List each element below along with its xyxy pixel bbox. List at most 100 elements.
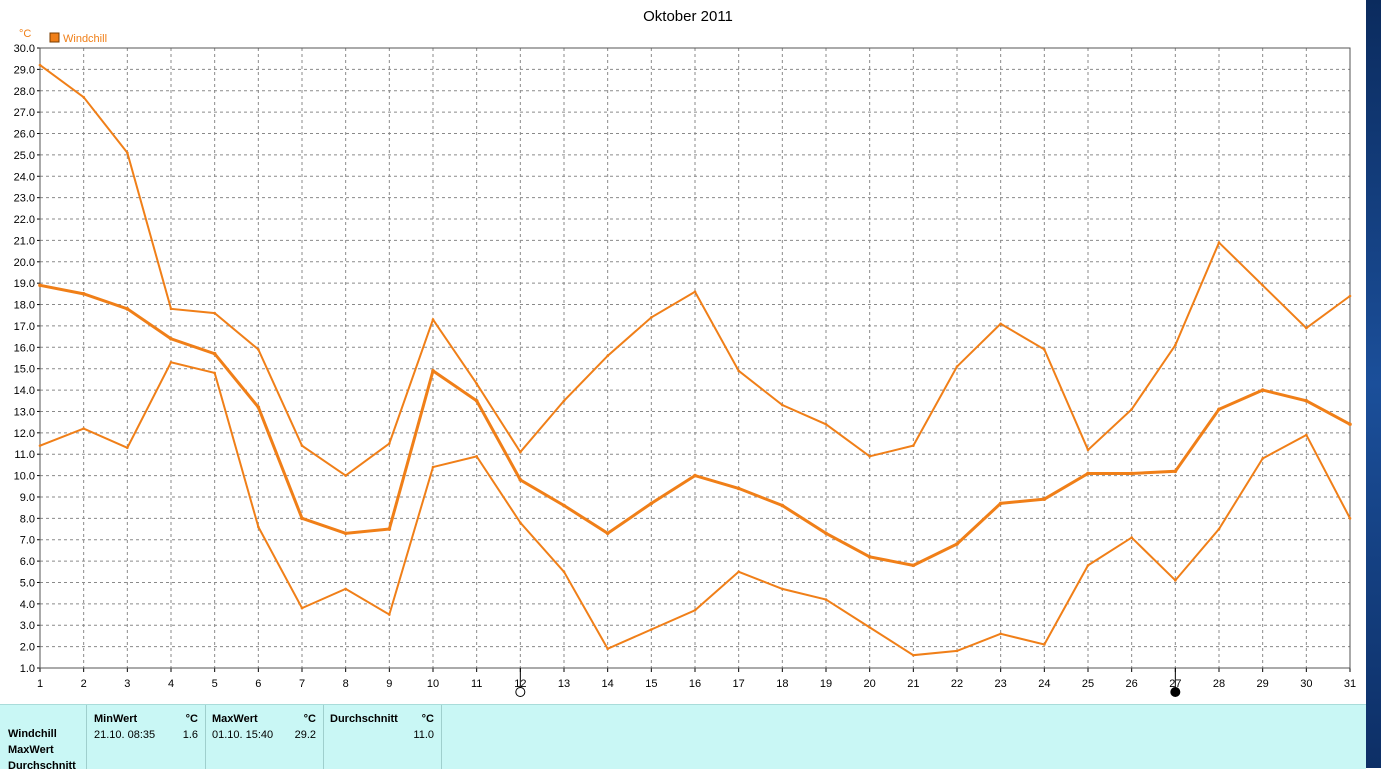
stats-panel: Windchill MaxWert Durchschnitt MinWert °… [0, 704, 1366, 772]
y-tick-label: 3.0 [20, 620, 35, 632]
x-tick-label: 30 [1300, 678, 1312, 690]
data-point-min [1305, 433, 1308, 437]
x-tick-label: 19 [820, 678, 832, 690]
data-point-min [1261, 457, 1264, 460]
stats-max-column: MaxWert °C 01.10. 15:40 29.2 [205, 705, 324, 769]
y-tick-label: 28.0 [14, 86, 35, 98]
data-point-avg [1260, 388, 1265, 392]
data-point-avg [1304, 398, 1309, 403]
y-tick-label: 4.0 [20, 599, 35, 611]
y-axis-unit: °C [19, 28, 31, 40]
data-point-min [126, 446, 129, 450]
data-point-min [1348, 517, 1352, 520]
y-tick-label: 8.0 [20, 513, 35, 525]
data-point-max [1043, 348, 1046, 351]
x-tick-label: 1 [37, 678, 43, 690]
data-point-max [650, 316, 653, 319]
data-point-max [1217, 241, 1221, 244]
data-point-max [955, 365, 959, 368]
data-point-min [1174, 579, 1177, 582]
data-point-avg [125, 307, 130, 311]
y-tick-label: 24.0 [14, 171, 35, 183]
data-point-min [737, 570, 740, 574]
data-point-min [300, 606, 304, 610]
avg-header: Durchschnitt [330, 713, 398, 725]
min-header: MinWert [94, 713, 138, 725]
data-point-max [1086, 448, 1090, 452]
data-point-avg [605, 531, 610, 536]
stats-min-column: MinWert °C 21.10. 08:35 1.6 [86, 705, 206, 769]
x-tick-label: 3 [124, 678, 130, 690]
min-unit: °C [185, 713, 198, 725]
data-point-min [169, 360, 173, 364]
data-point-avg [256, 405, 261, 409]
y-tick-label: 30.0 [14, 43, 35, 55]
x-tick-label: 28 [1213, 678, 1225, 690]
y-tick-label: 26.0 [14, 129, 35, 141]
y-tick-label: 27.0 [14, 107, 35, 119]
x-tick-label: 4 [168, 678, 174, 690]
avg-unit: °C [421, 713, 434, 725]
x-tick-label: 10 [427, 678, 439, 690]
data-point-max [999, 322, 1002, 326]
data-point-max [868, 455, 871, 458]
data-point-min [388, 613, 391, 616]
data-point-max [344, 474, 347, 477]
avg-value: 11.0 [413, 729, 434, 741]
x-tick-label: 14 [602, 678, 614, 690]
data-point-avg [1086, 471, 1090, 476]
data-point-max [169, 307, 173, 311]
new-moon-icon [1170, 687, 1181, 697]
y-tick-label: 14.0 [14, 385, 35, 397]
min-datetime: 21.10. 08:35 [94, 729, 156, 741]
chart: Oktober 2011 °C Windchill 1.0 2.0 3.0 4.0 5.… [14, 8, 1356, 697]
data-point-max [693, 290, 697, 294]
data-point-avg [518, 478, 523, 482]
y-tick-label: 16.0 [14, 342, 35, 354]
x-tick-label: 2 [81, 678, 87, 690]
legend-swatch [49, 32, 60, 43]
data-point-avg [431, 369, 435, 373]
x-tick-label: 26 [1126, 678, 1138, 690]
x-tick-label: 8 [343, 678, 349, 690]
data-point-avg [1348, 422, 1352, 427]
data-point-min [912, 653, 915, 657]
data-point-min [344, 587, 347, 591]
data-point-min [824, 598, 828, 601]
x-tick-label: 29 [1257, 678, 1269, 690]
data-point-min [1086, 564, 1090, 567]
x-tick-label: 13 [558, 678, 570, 690]
stats-avg-column: Durchschnitt °C 11.0 [323, 705, 442, 769]
y-tick-label: 18.0 [14, 300, 35, 312]
stats-label-column: Windchill MaxWert Durchschnitt [0, 705, 87, 772]
data-point-max [824, 422, 828, 426]
data-point-avg [867, 555, 872, 559]
data-point-min [1130, 536, 1133, 539]
data-point-min [955, 649, 959, 653]
data-point-avg [300, 516, 304, 521]
data-point-max [562, 399, 566, 403]
max-header: MaxWert [212, 713, 258, 725]
y-tick-label: 29.0 [14, 64, 35, 76]
x-tick-label: 23 [995, 678, 1007, 690]
data-point-min [781, 587, 784, 591]
x-tick-label: 22 [951, 678, 963, 690]
x-tick-label: 25 [1082, 678, 1094, 690]
row-label-durchschnitt: Durchschnitt [8, 760, 76, 772]
data-point-min [1043, 643, 1046, 646]
x-tick-label: 6 [255, 678, 261, 690]
min-value: 1.6 [182, 729, 198, 741]
data-point-avg [736, 486, 741, 491]
y-tick-label: 6.0 [20, 556, 35, 568]
y-tick-label: 17.0 [14, 321, 35, 333]
full-moon-icon [515, 687, 526, 697]
y-tick-label: 19.0 [14, 278, 35, 290]
data-point-avg [824, 531, 828, 536]
data-point-avg [81, 292, 86, 296]
data-point-max [38, 63, 42, 67]
y-tick-label: 20.0 [14, 257, 35, 269]
y-tick-label: 25.0 [14, 150, 35, 162]
y-tick-label: 12.0 [14, 428, 35, 440]
max-value: 29.2 [294, 729, 316, 741]
window-edge [1366, 0, 1381, 768]
